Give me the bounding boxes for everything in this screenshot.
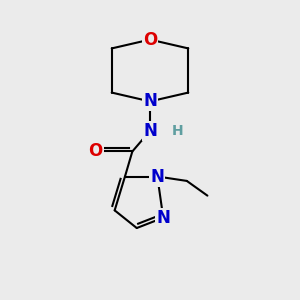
- Text: N: N: [143, 92, 157, 110]
- Text: N: N: [156, 209, 170, 227]
- Text: H: H: [172, 124, 184, 138]
- Text: O: O: [143, 31, 157, 49]
- Text: N: N: [150, 167, 164, 185]
- Text: O: O: [88, 142, 103, 160]
- Text: N: N: [143, 122, 157, 140]
